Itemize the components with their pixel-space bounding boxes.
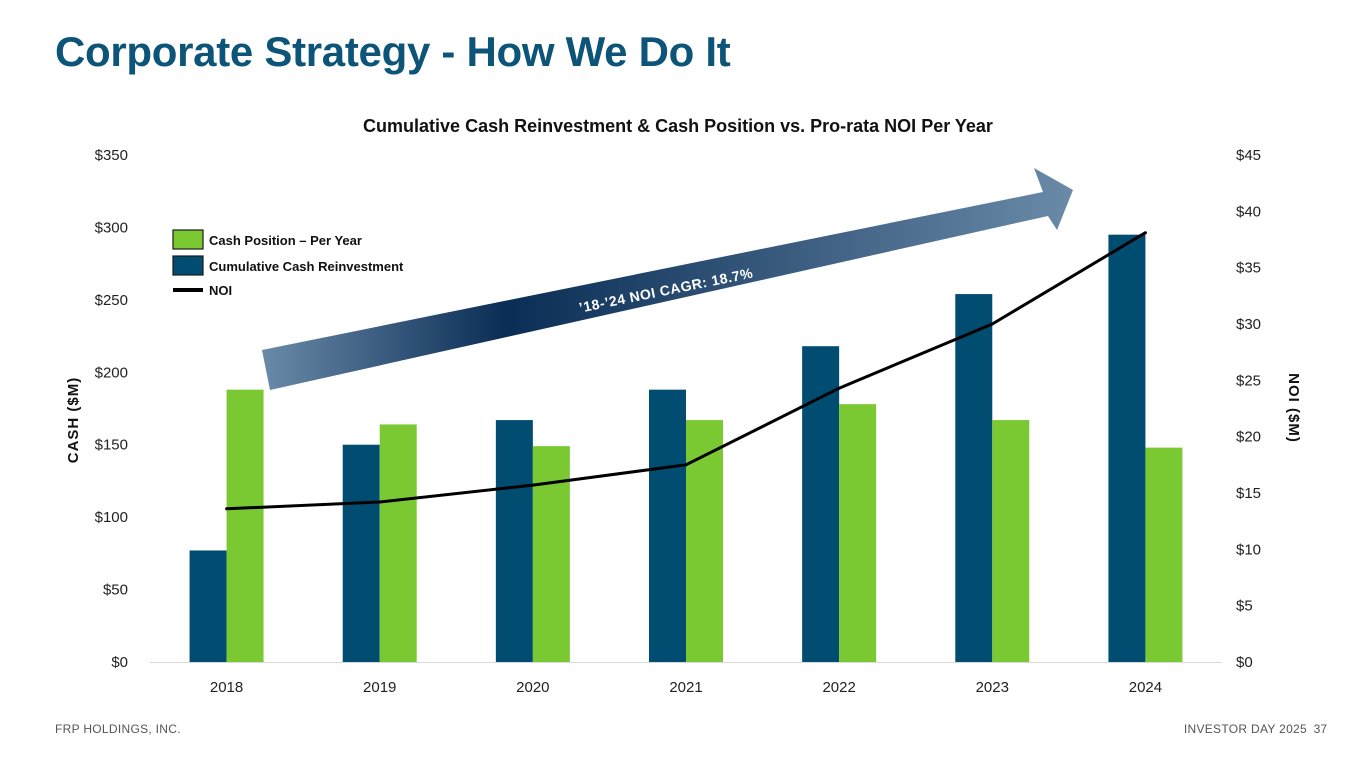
right-tick-label: $15 <box>1236 485 1261 502</box>
bar-cumulative-2022 <box>802 346 840 662</box>
x-tick-label: 2024 <box>1129 679 1162 696</box>
x-tick-label: 2020 <box>516 679 549 696</box>
right-tick-label: $20 <box>1236 429 1261 446</box>
bar-cash-2022 <box>839 404 877 662</box>
bar-cash-2018 <box>226 389 264 662</box>
bar-cash-2024 <box>1145 447 1183 662</box>
bar-cumulative-2023 <box>955 294 993 662</box>
bar-cash-2020 <box>532 446 570 662</box>
noi-point-2019 <box>378 500 382 504</box>
left-axis-ticks: $0 $50 $100 $150 $200 $250 $300 $350 <box>95 147 128 671</box>
left-tick-label: $250 <box>95 292 128 309</box>
bar-series <box>189 234 1183 662</box>
noi-point-2023 <box>990 322 994 326</box>
left-tick-label: $0 <box>111 654 128 671</box>
right-tick-label: $5 <box>1236 598 1253 615</box>
left-tick-label: $100 <box>95 509 128 526</box>
right-axis-label: NOI ($M) <box>1285 373 1302 443</box>
footer-company: FRP HOLDINGS, INC. <box>55 722 181 736</box>
x-tick-label: 2023 <box>976 679 1009 696</box>
legend-label-noi: NOI <box>209 283 232 298</box>
bar-cumulative-2018 <box>189 550 227 662</box>
noi-point-2020 <box>531 483 535 487</box>
legend-label-cumulative: Cumulative Cash Reinvestment <box>209 259 404 274</box>
noi-series <box>225 231 1147 511</box>
bar-cash-2019 <box>379 424 417 662</box>
chart-title: Cumulative Cash Reinvestment & Cash Posi… <box>363 116 993 136</box>
x-tick-label: 2018 <box>210 679 243 696</box>
left-tick-label: $150 <box>95 437 128 454</box>
right-tick-label: $0 <box>1236 654 1253 671</box>
noi-point-2024 <box>1143 231 1147 235</box>
right-tick-label: $45 <box>1236 147 1261 164</box>
left-tick-label: $350 <box>95 147 128 164</box>
x-tick-label: 2022 <box>822 679 855 696</box>
bar-cumulative-2020 <box>495 420 533 662</box>
cagr-arrow: ’18-’24 NOI CAGR: 18.7% <box>262 168 1073 390</box>
bar-cumulative-2019 <box>342 444 380 662</box>
right-tick-label: $25 <box>1236 372 1261 389</box>
x-axis-ticks: 2018 2019 2020 2021 2022 2023 2024 <box>210 679 1162 696</box>
legend-label-cash: Cash Position – Per Year <box>209 233 362 248</box>
growth-arrow-shape <box>262 168 1073 390</box>
noi-point-2022 <box>837 386 841 390</box>
page-number: 37 <box>1313 722 1327 736</box>
legend-swatch-cumulative <box>172 255 204 276</box>
bar-cash-2023 <box>992 420 1030 662</box>
right-tick-label: $30 <box>1236 316 1261 333</box>
right-axis-ticks: $0 $5 $10 $15 $20 $25 $30 $35 $40 $45 <box>1236 147 1261 671</box>
slide-title: Corporate Strategy - How We Do It <box>55 28 731 75</box>
noi-point-2018 <box>225 507 229 511</box>
x-tick-label: 2019 <box>363 679 396 696</box>
right-tick-label: $10 <box>1236 541 1261 558</box>
x-tick-label: 2021 <box>669 679 702 696</box>
right-tick-label: $35 <box>1236 260 1261 277</box>
chart-legend: Cash Position – Per Year Cumulative Cash … <box>172 229 404 298</box>
footer-event: INVESTOR DAY 2025 <box>1183 722 1307 736</box>
right-tick-label: $40 <box>1236 203 1261 220</box>
left-tick-label: $200 <box>95 364 128 381</box>
left-axis-label: CASH ($M) <box>65 377 82 464</box>
left-tick-label: $50 <box>103 582 128 599</box>
legend-swatch-cash <box>172 229 204 250</box>
left-tick-label: $300 <box>95 219 128 236</box>
bar-cumulative-2024 <box>1108 234 1146 662</box>
noi-point-2021 <box>684 463 688 467</box>
bar-cumulative-2021 <box>649 389 686 662</box>
